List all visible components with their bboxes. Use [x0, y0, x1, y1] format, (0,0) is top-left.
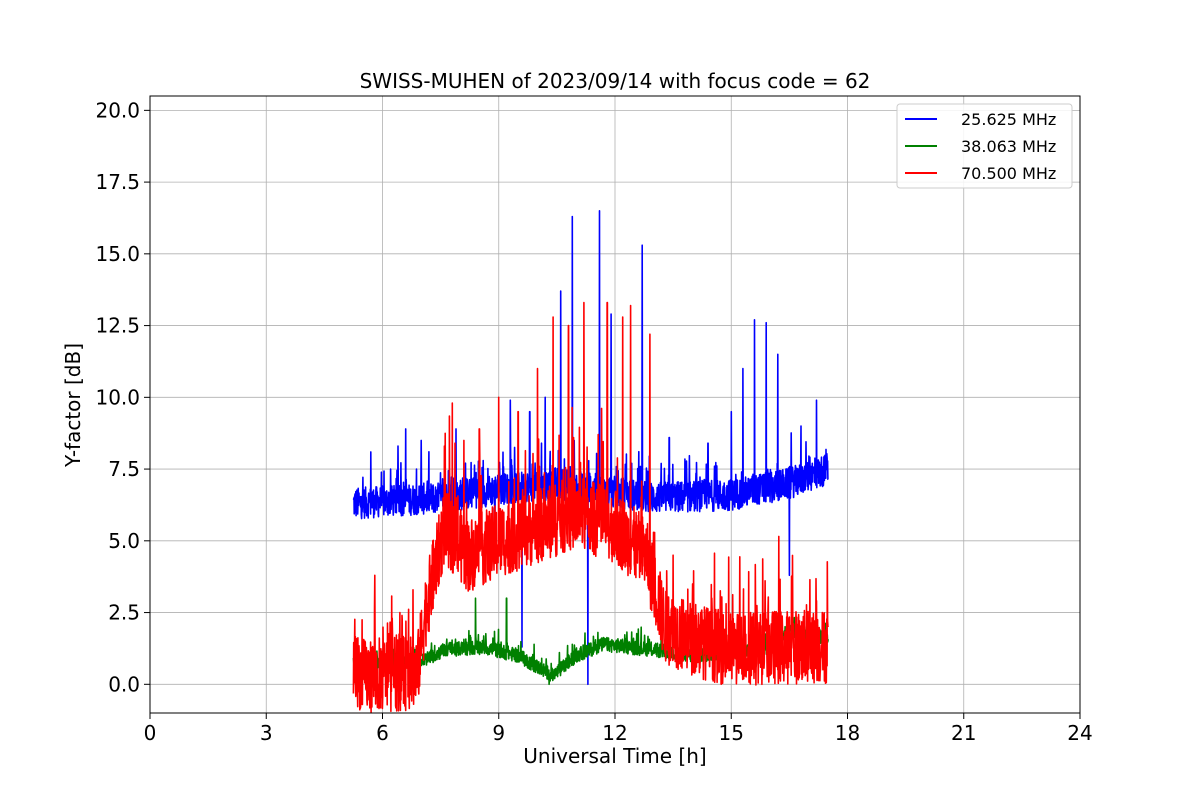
legend-entry: 70.500 MHz [961, 164, 1056, 183]
series-line [352, 301, 829, 714]
x-tick-label: 15 [719, 721, 744, 745]
chart-title: SWISS-MUHEN of 2023/09/14 with focus cod… [360, 69, 871, 93]
legend-box [896, 103, 1073, 189]
x-tick-label: 6 [376, 721, 389, 745]
x-tick-label: 0 [144, 721, 157, 745]
x-tick-label: 9 [492, 721, 505, 745]
y-tick-label: 12.5 [95, 314, 140, 338]
y-tick-label: 7.5 [108, 457, 140, 481]
y-tick-label: 2.5 [108, 601, 140, 625]
x-tick-label: 12 [602, 721, 627, 745]
plot-area: 0 3 6 9 12 15 18 21 24 0.0 2.5 5.0 7.5 10.0 12.5 15.0 17… [95, 95, 1093, 745]
x-tick-label: 3 [260, 721, 273, 745]
y-tick-label: 20.0 [95, 98, 140, 122]
y-tick-label: 10.0 [95, 385, 140, 409]
x-tick-label: 24 [1067, 721, 1092, 745]
y-tick-label: 0.0 [108, 672, 140, 696]
series-3 [352, 301, 829, 714]
legend-entry: 25.625 MHz [961, 110, 1056, 129]
y-tick-label: 15.0 [95, 242, 140, 266]
x-tick-label: 18 [835, 721, 860, 745]
x-axis-label: Universal Time [h] [523, 744, 706, 768]
legend-entry: 38.063 MHz [961, 137, 1056, 156]
y-tick-label: 5.0 [108, 529, 140, 553]
legend: 25.625 MHz 38.063 MHz 70.500 MHz [896, 103, 1073, 189]
y-axis-label: Y-factor [dB] [61, 343, 85, 468]
y-tick-label: 17.5 [95, 170, 140, 194]
x-tick-label: 21 [951, 721, 976, 745]
